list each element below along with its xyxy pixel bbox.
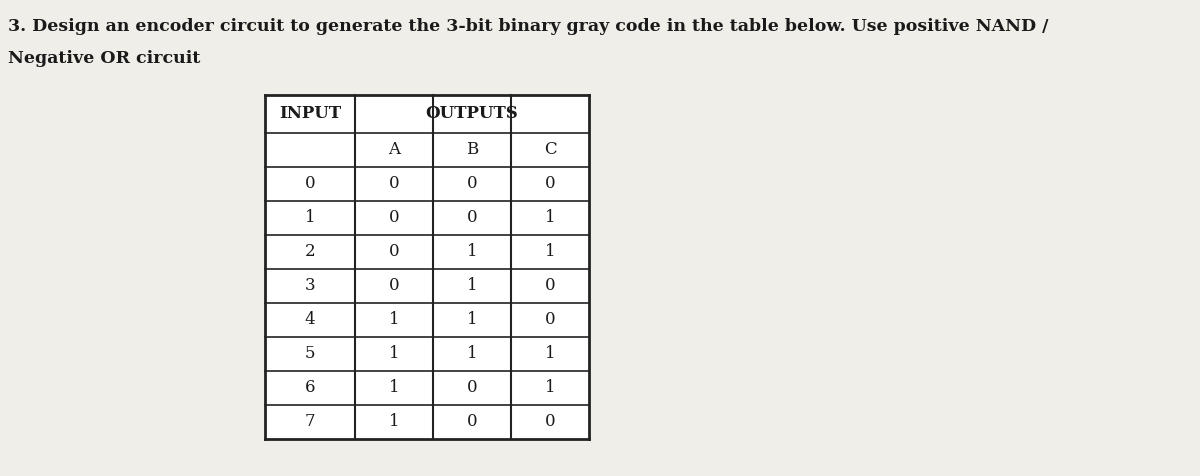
Text: 7: 7 [305, 414, 316, 430]
Text: OUTPUTS: OUTPUTS [426, 106, 518, 122]
Text: 2: 2 [305, 244, 316, 260]
Text: 0: 0 [467, 176, 478, 192]
Text: A: A [388, 141, 400, 159]
Text: B: B [466, 141, 478, 159]
Text: 0: 0 [467, 414, 478, 430]
Text: 1: 1 [389, 346, 400, 363]
Text: 1: 1 [305, 209, 316, 227]
Bar [265, 95, 589, 439]
Text: 1: 1 [467, 244, 478, 260]
Text: 0: 0 [305, 176, 316, 192]
Text: 0: 0 [389, 176, 400, 192]
Text: 1: 1 [545, 379, 556, 397]
Text: 3. Design an encoder circuit to generate the 3-bit binary gray code in the table: 3. Design an encoder circuit to generate… [8, 18, 1049, 35]
Text: 0: 0 [467, 379, 478, 397]
Text: 1: 1 [545, 346, 556, 363]
Text: INPUT: INPUT [278, 106, 341, 122]
Text: 0: 0 [389, 278, 400, 295]
Text: 0: 0 [545, 176, 556, 192]
Text: 1: 1 [389, 311, 400, 328]
Text: 0: 0 [389, 209, 400, 227]
Text: 1: 1 [467, 278, 478, 295]
Text: 1: 1 [545, 244, 556, 260]
Text: 1: 1 [467, 311, 478, 328]
Text: C: C [544, 141, 557, 159]
Text: 3: 3 [305, 278, 316, 295]
Text: 0: 0 [545, 278, 556, 295]
Text: 0: 0 [467, 209, 478, 227]
Text: 0: 0 [545, 311, 556, 328]
Text: 1: 1 [389, 414, 400, 430]
Text: 1: 1 [545, 209, 556, 227]
Text: 4: 4 [305, 311, 316, 328]
Text: Negative OR circuit: Negative OR circuit [8, 50, 200, 67]
Text: 5: 5 [305, 346, 316, 363]
Text: 1: 1 [389, 379, 400, 397]
Text: 0: 0 [545, 414, 556, 430]
Text: 0: 0 [389, 244, 400, 260]
Text: 1: 1 [467, 346, 478, 363]
Text: 6: 6 [305, 379, 316, 397]
